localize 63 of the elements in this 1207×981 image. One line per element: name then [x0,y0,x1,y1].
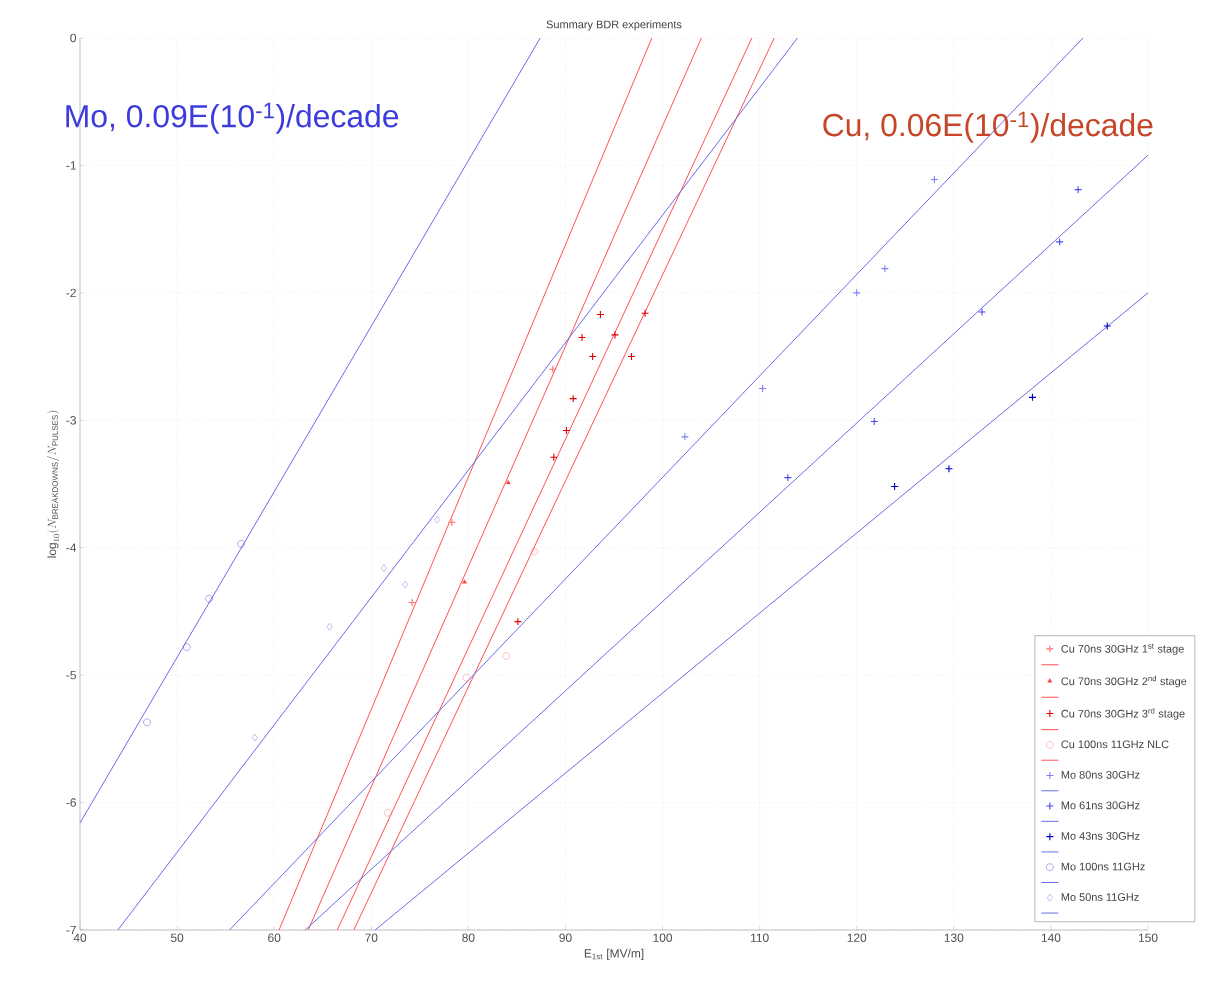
y-tick-label: -6 [66,798,76,807]
annotation: Mo, 0.09E(10$^{-1}$)/decade [66,102,399,134]
y-axis-title: $\log_{10}(N_{\mathrm{BREAKDOWNS}}/N_{\mathrm{PULSES}})$ [47,410,60,558]
point [880,264,889,273]
point [502,652,510,660]
y-tick-label: -1 [66,161,76,170]
point [1055,237,1064,246]
point [610,330,620,339]
y-tick-label: -3 [66,416,76,425]
point [852,288,861,297]
point [447,518,456,527]
point [680,432,689,441]
point [1103,321,1112,331]
point [944,464,954,473]
x-tick-label: 110 [751,933,769,942]
x-tick-label: 150 [1138,933,1158,942]
point [1074,185,1083,194]
y-tick-label: -7 [66,925,76,935]
point [143,718,151,726]
point [462,579,467,584]
point [384,809,392,817]
legend-label: Mo 100ns 11GHz [1061,862,1145,871]
x-tick-label: 100 [653,933,673,942]
annotation: Cu, 0.06E(10$^{-1}$)/decade [823,111,1153,143]
point [577,333,586,342]
point [641,309,650,318]
point [326,623,333,631]
point [462,674,471,682]
x-axis-title: E$_{1st}$ [MV/m] [584,948,644,960]
legend-label: Mo 43ns 30GHz [1061,832,1140,840]
point [251,733,258,742]
x-tick-label: 120 [847,933,867,942]
point [530,547,539,556]
point [205,595,213,603]
x-tick-label: 40 [73,933,87,942]
point [434,515,441,524]
x-tick-label: 80 [462,933,475,942]
point [237,540,245,548]
x-tick-label: 90 [559,933,572,942]
legend-label: Cu 100ns 11GHz NLC [1061,740,1169,749]
legend-label: Cu 70ns 30GHz 2$^{nd}$ stage [1061,675,1187,688]
x-tick-label: 60 [268,933,281,942]
legend-label: Mo 80ns 30GHz [1061,770,1140,779]
chart-title: Summary BDR experiments [546,20,682,31]
point [381,564,387,572]
x-tick-label: 130 [944,933,964,942]
y-tick-label: -4 [66,543,77,552]
x-tick-label: 140 [1041,933,1061,942]
legend-label: Cu 70ns 30GHz 1$^{st}$ stage [1061,643,1184,655]
point [183,643,191,651]
point [977,307,987,316]
y-tick-label: -5 [66,670,76,680]
point [408,598,417,607]
y-tick-label: 0 [70,33,77,43]
y-tick-label: -2 [66,288,76,298]
legend-label: Cu 70ns 30GHz 3$^{rd}$ stage [1061,707,1185,720]
point [505,480,511,485]
legend-label: Mo 50ns 11GHz [1061,893,1139,901]
legend-label: Mo 61ns 30GHz [1061,801,1140,810]
x-tick-label: 50 [170,933,184,942]
x-tick-label: 70 [365,933,378,942]
point [513,617,522,626]
point [402,580,409,589]
